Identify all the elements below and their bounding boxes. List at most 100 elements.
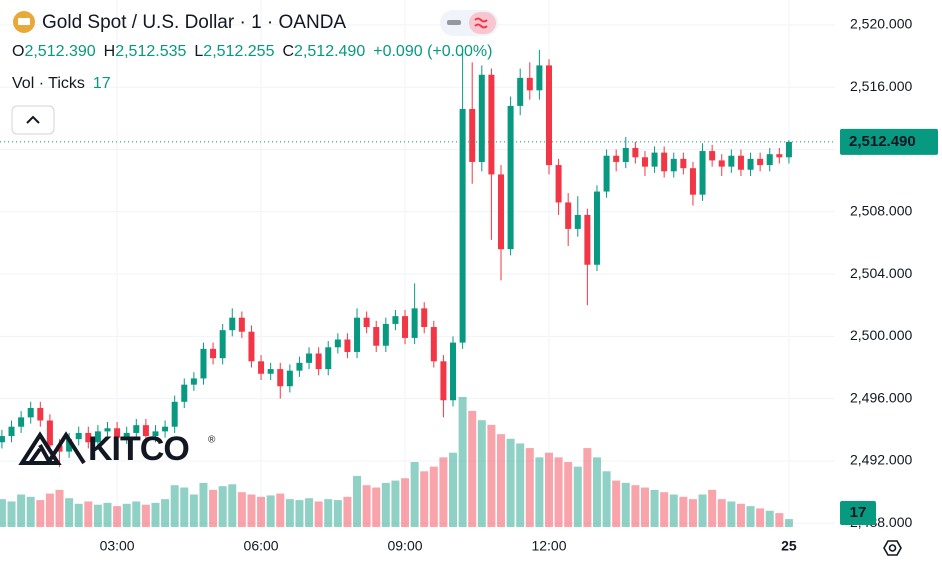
volume-bar: [372, 487, 381, 527]
volume-bar: [756, 508, 765, 527]
candle-body: [574, 214, 581, 229]
symbol-icon: [18, 18, 30, 25]
x-tick-label: 25: [781, 538, 797, 554]
last-price-label: 2,512.490: [849, 133, 916, 150]
volume-pane: [0, 397, 793, 527]
header: Gold Spot / U.S. Dollar · 1 · OANDA O2,5…: [11, 10, 498, 135]
candle-body: [498, 174, 504, 250]
candle-body: [411, 308, 418, 338]
volume-bar: [199, 482, 208, 527]
volume-bar: [285, 499, 294, 527]
volume-bar: [535, 457, 544, 527]
candle-body: [545, 65, 552, 166]
ohlc-value: 2,512.255: [203, 43, 274, 60]
candle-body: [133, 425, 140, 433]
watermark: KITCO ®: [18, 430, 216, 468]
y-tick-label: 2,516.000: [850, 78, 912, 94]
candle-body: [363, 317, 370, 328]
candle-body: [114, 428, 121, 438]
volume-bar: [564, 462, 573, 527]
volume-bar: [506, 438, 515, 527]
x-tick-label: 09:00: [387, 538, 422, 554]
candle-body: [517, 77, 524, 106]
ohlc-change: +0.090 (+0.00%): [373, 43, 492, 60]
volume-bar: [688, 499, 697, 527]
volume-bar: [266, 495, 275, 527]
volume-bar: [410, 462, 419, 527]
candle-body: [737, 155, 744, 170]
candle-body: [459, 109, 466, 343]
volume-bar: [362, 485, 371, 527]
candle-body: [190, 378, 197, 385]
y-tick-label: 2,496.000: [850, 389, 912, 405]
settings-button[interactable]: [883, 540, 902, 556]
volume-bar: [717, 499, 726, 527]
candle-body: [488, 74, 495, 175]
candle-body: [171, 401, 178, 427]
candle-body: [27, 408, 34, 418]
volume-bar: [305, 498, 314, 527]
minus-icon: [447, 20, 461, 25]
candle-body: [37, 408, 44, 421]
candle-body: [440, 361, 447, 401]
volume-bar: [640, 487, 649, 527]
candle-body: [555, 165, 562, 203]
candle-body: [536, 65, 543, 91]
candle-body: [152, 431, 159, 437]
candle-body: [181, 384, 188, 402]
volume-tag-label: 17: [850, 504, 867, 521]
x-tick-label: 03:00: [100, 538, 135, 554]
collapse-icon: [26, 115, 40, 124]
volume-tag: [840, 501, 876, 525]
volume-bar: [55, 489, 64, 527]
candle-body: [478, 74, 485, 162]
y-tick-label: 2,508.000: [850, 202, 912, 218]
candle-body: [344, 339, 351, 352]
volume-bar: [84, 501, 93, 527]
candle-body: [641, 157, 648, 167]
volume-bar: [218, 486, 227, 527]
y-tick-label: 2,520.000: [850, 16, 912, 32]
candle-body: [142, 425, 149, 437]
volume-bar: [477, 420, 486, 527]
volume-bar: [314, 501, 323, 527]
volume-bar: [727, 501, 736, 527]
candle-body: [46, 420, 53, 446]
symbol-title: Gold Spot / U.S. Dollar · 1 · OANDA: [42, 12, 346, 33]
volume-bar: [228, 484, 237, 527]
collapse-button[interactable]: [11, 105, 55, 135]
candle-body: [277, 369, 284, 387]
candle-body: [469, 109, 476, 162]
candle-body: [219, 330, 226, 359]
candle-body: [776, 154, 783, 158]
volume-bar: [497, 434, 505, 527]
ohlc-value: 2,512.535: [115, 43, 186, 60]
volume-bar: [74, 503, 83, 527]
candle-body: [680, 158, 687, 169]
volume-bar: [458, 397, 467, 527]
candle-body: [699, 151, 706, 195]
volume-bar: [237, 492, 246, 527]
volume-bar: [698, 494, 707, 527]
watermark-text: KITCO: [88, 430, 189, 468]
candle-body: [622, 147, 629, 162]
candle-body: [373, 327, 380, 346]
volume-bar: [189, 494, 198, 527]
candle-body: [651, 152, 658, 167]
volume-bar: [708, 489, 717, 527]
volume-bar: [295, 500, 304, 527]
candle-body: [18, 417, 25, 427]
candle-body: [603, 155, 610, 192]
volume-bar: [17, 494, 26, 527]
candle-body: [85, 432, 92, 443]
candle-body: [382, 323, 389, 346]
candle-body: [286, 370, 293, 387]
wave-icon: [474, 17, 488, 29]
candle-body: [670, 158, 677, 172]
candle-body: [248, 331, 255, 362]
candle-body: [162, 426, 169, 432]
candle-body: [258, 361, 265, 374]
wave-pill[interactable]: [469, 12, 496, 34]
volume-bar: [554, 457, 563, 527]
